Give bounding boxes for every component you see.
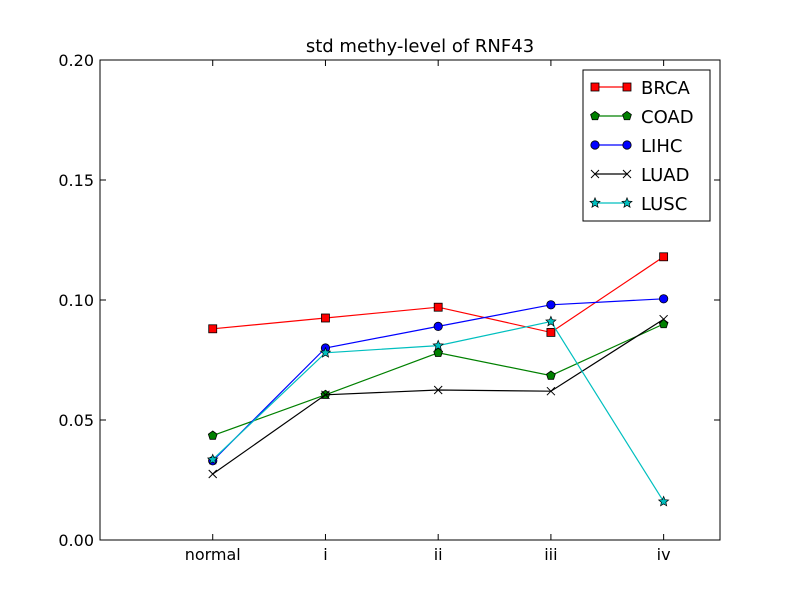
legend-marker-lusc (589, 196, 601, 208)
x-marker-stroke (546, 386, 556, 396)
y-tick-label: 0.10 (58, 291, 94, 310)
data-point-luad (546, 386, 556, 396)
data-point-coad (207, 430, 218, 440)
legend-marker-lihc (622, 140, 632, 150)
x-marker-stroke (433, 385, 443, 395)
data-point-lusc (319, 346, 332, 358)
y-tick-label: 0.15 (58, 171, 94, 190)
legend-label-coad: COAD (641, 107, 694, 128)
data-point-brca (659, 252, 669, 262)
legend-label-lihc: LIHC (641, 136, 682, 157)
data-point-brca (546, 327, 556, 337)
legend: BRCA COAD LIHC LUAD LUSC (582, 69, 711, 222)
legend-marker-luad (590, 169, 600, 179)
x-marker-stroke (659, 314, 668, 324)
data-point-luad (208, 469, 218, 479)
legend-marker-luad (622, 169, 632, 179)
legend-marker-brca (622, 82, 632, 92)
legend-marker-lihc (590, 140, 600, 150)
x-marker-stroke (622, 169, 632, 179)
y-tick-label: 0.00 (58, 531, 94, 550)
legend-marker-brca (590, 82, 600, 92)
legend-label-lusc: LUSC (641, 194, 687, 215)
data-point-luad (433, 385, 443, 395)
data-point-coad (433, 347, 444, 357)
data-point-lihc (659, 294, 669, 304)
chart-title: std methy-level of RNF43 (306, 36, 534, 57)
x-tick-label: iv (657, 545, 671, 564)
data-point-luad (321, 390, 330, 400)
x-marker-stroke (208, 469, 218, 479)
legend-label-brca: BRCA (641, 78, 691, 99)
legend-marker-coad (590, 110, 600, 121)
legend-label-luad: LUAD (641, 165, 689, 186)
data-point-brca (208, 324, 218, 334)
x-tick-label: ii (434, 545, 443, 564)
data-point-brca (433, 302, 443, 312)
data-point-lusc (206, 453, 219, 465)
x-tick-label: normal (185, 545, 241, 564)
legend-marker-coad (622, 110, 632, 121)
data-point-lusc (432, 339, 444, 351)
data-point-lihc (433, 321, 443, 331)
x-tick-label: i (323, 545, 327, 564)
data-point-coad (546, 370, 556, 380)
data-point-lihc (546, 300, 556, 310)
x-marker-stroke (321, 390, 330, 400)
legend-marker-lusc (621, 196, 633, 208)
data-point-lusc (657, 495, 670, 507)
y-tick-label: 0.05 (58, 411, 94, 430)
x-marker-stroke (590, 169, 600, 179)
data-point-lusc (545, 315, 557, 327)
y-tick-label: 0.20 (58, 51, 94, 70)
data-point-luad (659, 314, 668, 324)
x-tick-label: iii (544, 545, 557, 564)
data-point-brca (321, 313, 330, 323)
